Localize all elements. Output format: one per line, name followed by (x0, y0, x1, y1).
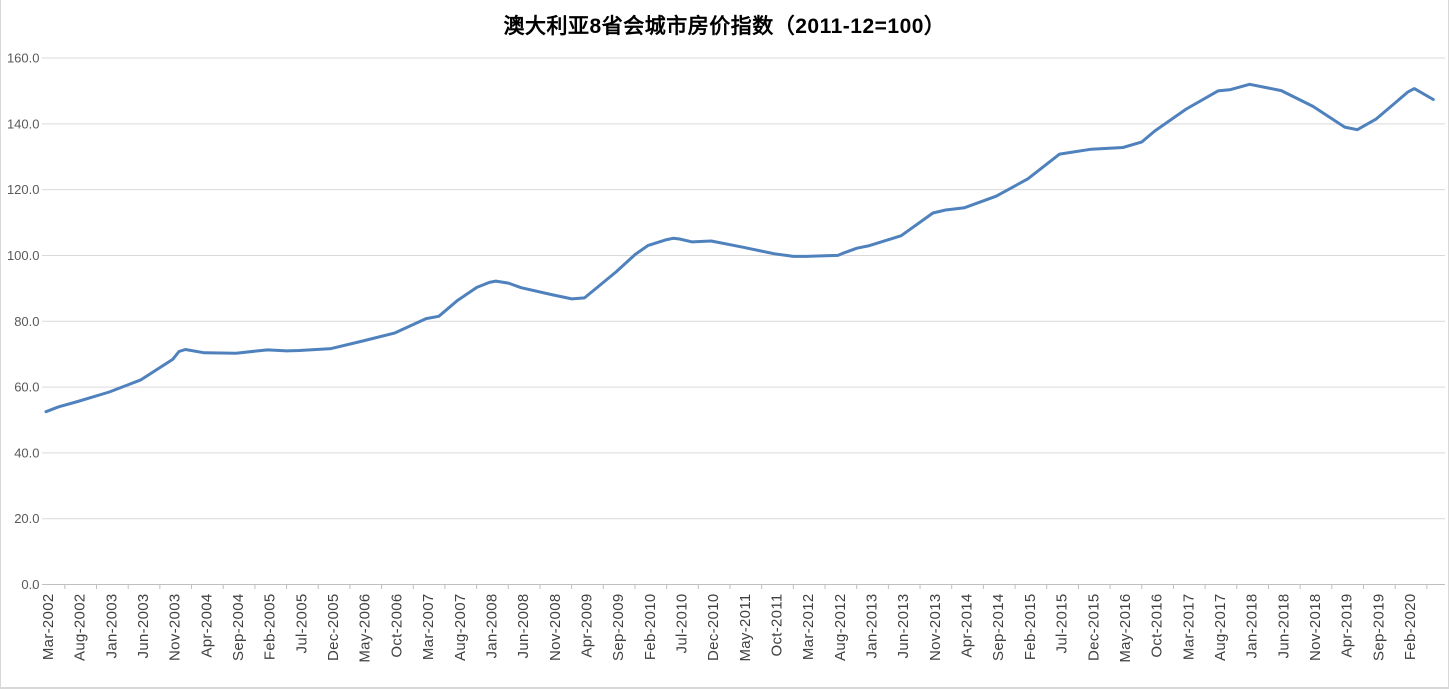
y-axis-label: 20.0 (14, 511, 39, 526)
x-axis-label: Apr-2014 (959, 594, 976, 658)
x-axis-label: May-2016 (1117, 594, 1134, 663)
x-axis-label: Aug-2002 (72, 594, 89, 661)
x-axis-label: Sep-2009 (610, 594, 627, 661)
x-axis-label: Jul-2010 (673, 594, 690, 654)
x-axis-label: Feb-2005 (262, 594, 279, 661)
series-lines (44, 82, 1435, 414)
category-axis (32, 584, 1445, 589)
x-axis-label: Jan-2008 (483, 594, 500, 659)
x-axis-label: Apr-2004 (198, 594, 215, 658)
x-axis-label: Sep-2019 (1370, 594, 1387, 661)
x-axis-label: Mar-2002 (40, 594, 57, 661)
y-axis-label: 0.0 (21, 577, 39, 592)
x-axis-label: Oct-2011 (769, 594, 786, 657)
y-axis-label: 140.0 (7, 116, 40, 131)
x-axis-label: Mar-2012 (800, 594, 817, 661)
y-axis-label: 60.0 (14, 380, 39, 395)
x-axis-label: Jan-2013 (864, 594, 881, 659)
x-axis-label: Jun-2018 (1275, 594, 1292, 659)
x-axis-label: Nov-2003 (167, 594, 184, 661)
x-axis-label: Aug-2017 (1212, 594, 1229, 661)
x-axis-label: Jan-2018 (1244, 594, 1261, 659)
x-axis-label: Sep-2014 (990, 594, 1007, 661)
y-axis-tick-labels: 0.0 20.0 40.0 60.0 80.0 100.0 120.0 140.0 160.0 (7, 51, 40, 593)
x-axis-label: Aug-2012 (832, 594, 849, 661)
chart-title: 澳大利亚8省会城市房价指数（2011-12=100） (503, 15, 946, 38)
x-axis-label: Nov-2008 (547, 594, 564, 661)
x-axis-label: Nov-2013 (927, 594, 944, 661)
y-axis-label: 160.0 (7, 51, 40, 66)
x-axis-label: Aug-2007 (452, 594, 469, 661)
y-axis-label: 80.0 (14, 314, 39, 329)
y-axis-label: 40.0 (14, 445, 39, 460)
x-axis-label: Oct-2016 (1149, 594, 1166, 658)
x-axis-label: Feb-2015 (1022, 594, 1039, 661)
x-axis-label: Apr-2009 (578, 594, 595, 658)
x-axis-label: May-2011 (737, 594, 754, 662)
price-index-line (44, 82, 1435, 414)
x-axis-label: Jun-2003 (135, 594, 152, 659)
x-axis-label: Nov-2018 (1307, 594, 1324, 661)
x-axis-label: Feb-2010 (642, 594, 659, 661)
x-axis-label: Oct-2006 (388, 594, 405, 658)
y-axis-label: 100.0 (7, 248, 40, 263)
x-axis-label: Mar-2007 (420, 594, 437, 661)
x-axis-label: Jul-2005 (293, 594, 310, 654)
y-axis-label: 120.0 (7, 182, 40, 197)
y-gridlines (42, 57, 1445, 520)
x-axis-label: Jun-2013 (895, 594, 912, 659)
x-axis-label: Dec-2010 (705, 594, 722, 661)
x-axis-label: Dec-2015 (1085, 594, 1102, 661)
x-axis-label: Apr-2019 (1339, 594, 1356, 658)
x-axis-label: Jul-2015 (1054, 594, 1071, 654)
x-axis-label: Feb-2020 (1402, 594, 1419, 661)
x-axis-tick-labels: Mar-2002 Aug-2002 Jan-2003 Jun-2003 Nov-2003… (40, 594, 1419, 663)
x-axis-label: Dec-2005 (325, 594, 342, 661)
x-axis-label: May-2006 (357, 594, 374, 663)
x-axis-label: Jun-2008 (515, 594, 532, 659)
x-axis-label: Jan-2003 (103, 594, 120, 659)
x-axis-label: Sep-2004 (230, 594, 247, 661)
x-axis-label: Mar-2017 (1180, 594, 1197, 661)
